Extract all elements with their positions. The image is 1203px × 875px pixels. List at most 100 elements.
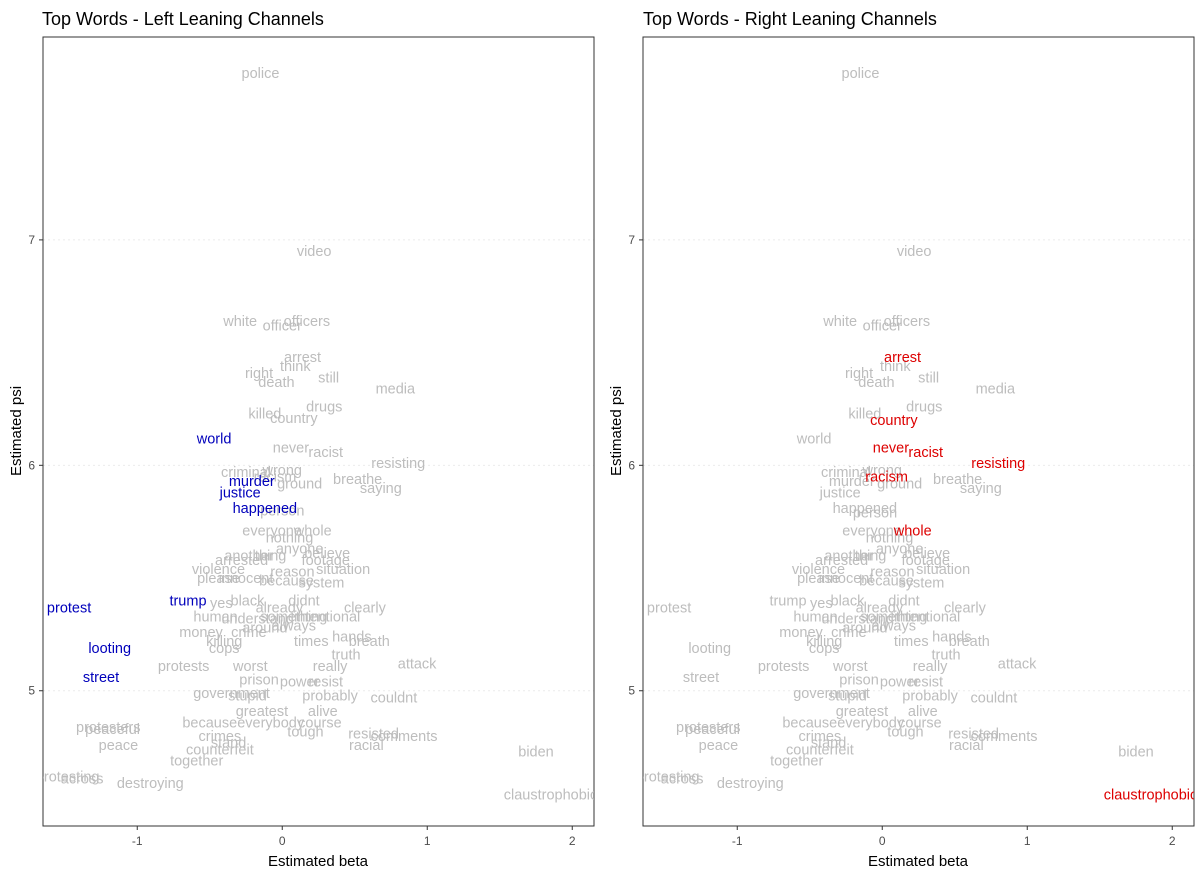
word-point: course xyxy=(898,715,942,731)
word-point: resisting xyxy=(371,456,425,472)
word-point: video xyxy=(297,244,332,260)
word-point: destroying xyxy=(717,776,784,792)
y-tick-label: 5 xyxy=(628,684,635,698)
word-point: reason xyxy=(870,564,914,580)
word-point: death xyxy=(858,375,894,391)
gridlines-right xyxy=(643,239,1194,692)
word-point: because xyxy=(259,573,314,589)
x-tick-label: 1 xyxy=(424,834,431,848)
highlighted-word-point: country xyxy=(870,413,918,429)
word-point: anyone xyxy=(876,542,924,558)
word-point: something xyxy=(860,609,927,625)
word-point: already xyxy=(856,600,904,616)
word-point: saying xyxy=(960,481,1002,497)
word-point: officers xyxy=(284,314,330,330)
word-point: yes xyxy=(210,596,233,612)
panel-border-left xyxy=(42,36,595,827)
word-point: protesters xyxy=(676,720,740,736)
word-point: protest xyxy=(647,600,691,616)
word-point: criminal xyxy=(221,465,271,481)
word-point: wrong xyxy=(262,463,303,479)
highlighted-word-point: whole xyxy=(893,524,932,540)
word-point: probably xyxy=(302,688,358,704)
word-point: intentional xyxy=(894,609,960,625)
word-point: tough xyxy=(887,724,923,740)
word-point: protesters xyxy=(76,720,140,736)
word-point: attack xyxy=(998,657,1037,673)
word-point: protests xyxy=(758,659,810,675)
word-point: resist xyxy=(908,675,943,691)
highlighted-word-point: arrest xyxy=(884,350,921,366)
highlighted-word-point: world xyxy=(196,431,232,447)
word-point: racism xyxy=(254,470,297,486)
x-tick-label: -1 xyxy=(132,834,143,848)
left-panel: Top Words - Left Leaning Channels police… xyxy=(8,9,595,870)
word-point: power xyxy=(880,675,920,691)
highlighted-word-point: happened xyxy=(233,501,298,517)
word-point: government xyxy=(193,686,270,702)
word-point: killing xyxy=(206,634,242,650)
word-point: killing xyxy=(806,634,842,650)
word-point: breath xyxy=(349,634,390,650)
word-point: protests xyxy=(158,659,210,675)
word-point: destroying xyxy=(117,776,184,792)
word-point: because xyxy=(859,573,914,589)
word-point: hands xyxy=(932,630,972,646)
word-point: money xyxy=(779,625,823,641)
panel-border-right xyxy=(642,36,1195,827)
word-point: stupid xyxy=(228,688,267,704)
y-tick-label: 7 xyxy=(628,233,635,247)
word-point: reason xyxy=(270,564,314,580)
word-point: black xyxy=(831,594,866,610)
word-point: something xyxy=(260,609,327,625)
word-point: world xyxy=(796,431,832,447)
word-point: around xyxy=(842,621,887,637)
word-point: resisted xyxy=(348,727,399,743)
x-tick-label: 2 xyxy=(569,834,576,848)
highlighted-word-point: racist xyxy=(908,445,943,461)
word-point: protesting xyxy=(36,769,100,785)
word-point: anyone xyxy=(276,542,324,558)
word-point: money xyxy=(179,625,223,641)
word-point: attack xyxy=(398,657,437,673)
word-point: media xyxy=(376,382,416,398)
highlighted-word-point: murder xyxy=(229,474,275,490)
word-point: breath xyxy=(949,634,990,650)
word-point: resist xyxy=(308,675,343,691)
word-point: times xyxy=(894,634,929,650)
word-point: black xyxy=(231,594,266,610)
word-point: peace xyxy=(699,738,739,754)
word-point: couldnt xyxy=(371,691,418,707)
word-point: human xyxy=(793,609,837,625)
x-axis-title-left: Estimated beta xyxy=(268,853,369,870)
highlighted-word-point: justice xyxy=(219,485,261,501)
word-point: together xyxy=(770,754,823,770)
word-point: trump xyxy=(769,594,806,610)
word-point: protesting xyxy=(636,769,700,785)
word-point: clearly xyxy=(944,600,987,616)
x-tick-label: -1 xyxy=(732,834,743,848)
word-point: biden xyxy=(518,745,553,761)
word-point: killed xyxy=(848,406,881,422)
word-point: crimes xyxy=(199,729,242,745)
word-point: situation xyxy=(916,562,970,578)
word-point: police xyxy=(242,66,280,82)
word-point: understand xyxy=(221,612,294,628)
word-point: nothing xyxy=(266,530,314,546)
word-point: innocent xyxy=(219,571,274,587)
y-tick-label: 7 xyxy=(28,233,35,247)
word-point: saying xyxy=(360,481,402,497)
word-point: death xyxy=(258,375,294,391)
x-tick-label: 1 xyxy=(1024,834,1031,848)
word-point: situation xyxy=(316,562,370,578)
word-point: truth xyxy=(932,648,961,664)
word-point: cops xyxy=(809,641,840,657)
word-point: clearly xyxy=(344,600,387,616)
word-point: violence xyxy=(792,562,845,578)
x-tick-label: 2 xyxy=(1169,834,1176,848)
word-point: everyone xyxy=(242,524,302,540)
chart-title-right: Top Words - Right Leaning Channels xyxy=(643,9,937,29)
word-point: ground xyxy=(877,476,922,492)
word-point: comments xyxy=(371,729,438,745)
